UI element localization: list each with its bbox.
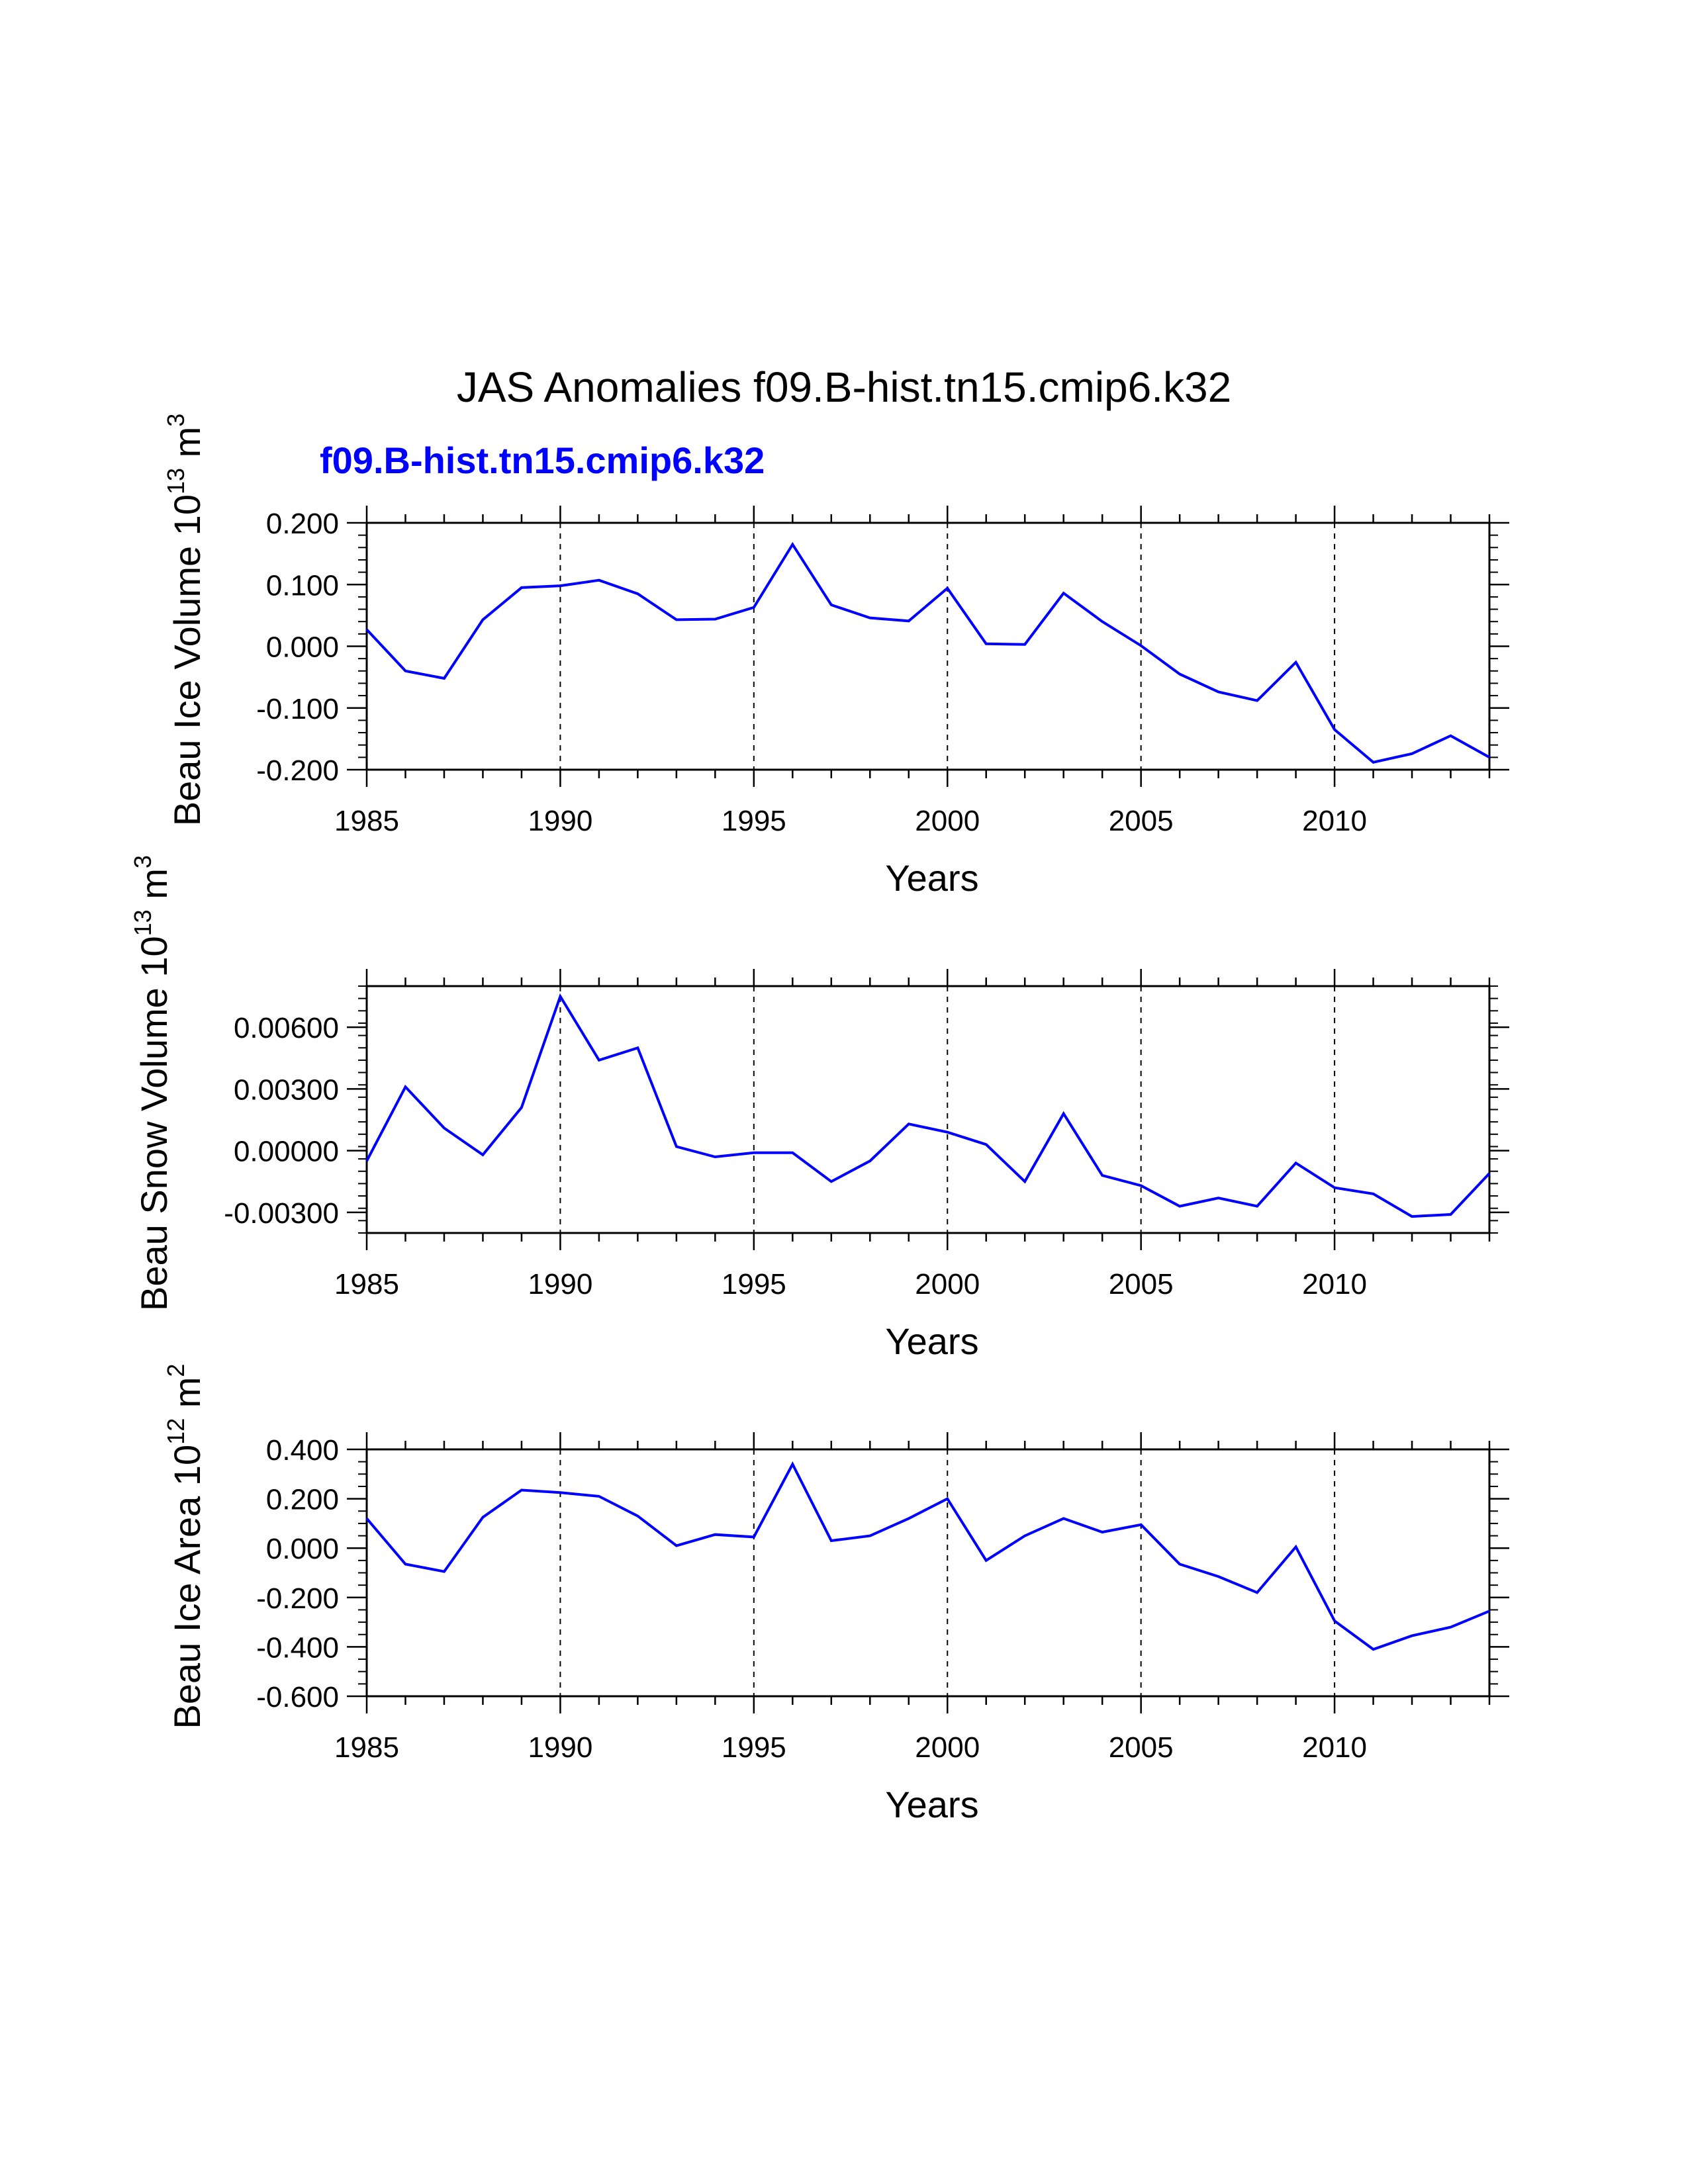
x-tick-label: 2005 <box>1109 1268 1174 1300</box>
x-tick-label: 1990 <box>528 1731 592 1764</box>
x-tick-label: 2005 <box>1109 805 1174 837</box>
y-tick-label: -0.200 <box>256 754 339 787</box>
x-tick-label: 1985 <box>334 805 399 837</box>
y-tick-label: -0.100 <box>256 693 339 725</box>
panel-2: -0.00300 0.00000 0.00300 0.00600 1985 1990 199… <box>129 855 1509 1362</box>
y-tick-label: -0.200 <box>256 1582 339 1615</box>
x-tick-label: 1995 <box>722 1268 786 1300</box>
y-tick-label: -0.400 <box>256 1631 339 1664</box>
plot-frame <box>365 985 1491 1234</box>
y-axis-label: Beau Ice Volume 1013 m3 <box>162 414 208 827</box>
y-tick-label: -0.600 <box>256 1681 339 1713</box>
x-tick-label: 2010 <box>1302 805 1367 837</box>
y-axis-label: Beau Snow Volume 1013 m3 <box>129 855 175 1311</box>
series-line <box>365 1461 1490 1651</box>
y-tick-label: 0.000 <box>266 631 339 664</box>
x-tick-label: 1990 <box>528 805 592 837</box>
y-tick-label: 0.100 <box>266 569 339 602</box>
x-tick-label: 1985 <box>334 1731 399 1764</box>
x-axis-label: Years <box>885 1320 978 1362</box>
plot-frame <box>365 522 1491 771</box>
y-tick-label: 0.00000 <box>234 1136 339 1168</box>
panel-1: -0.200 -0.100 0.000 0.100 0.200 1985 1990 1995 2… <box>162 414 1509 899</box>
series-line <box>365 541 1490 764</box>
plot-frame <box>365 1448 1491 1698</box>
y-tick-label: 0.200 <box>266 508 339 540</box>
x-tick-label: 2000 <box>915 1268 980 1300</box>
y-tick-label: 0.200 <box>266 1484 339 1516</box>
x-tick-label: 2000 <box>915 1731 980 1764</box>
y-tick-label: -0.00300 <box>224 1197 339 1230</box>
y-axis-label: Beau Ice Area 1012 m2 <box>162 1364 208 1729</box>
x-tick-label: 2000 <box>915 805 980 837</box>
y-tick-label: 0.00300 <box>234 1073 339 1106</box>
series-label: f09.B-hist.tn15.cmip6.k32 <box>320 439 765 481</box>
x-tick-label: 2005 <box>1109 1731 1174 1764</box>
x-axis-label: Years <box>885 857 978 899</box>
figure-title: JAS Anomalies f09.B-hist.tn15.cmip6.k32 <box>456 363 1232 411</box>
series-line <box>365 993 1491 1218</box>
y-tick-label: 0.000 <box>266 1533 339 1565</box>
x-tick-label: 2010 <box>1302 1268 1367 1300</box>
y-tick-label: 0.400 <box>266 1434 339 1467</box>
x-tick-label: 2010 <box>1302 1731 1367 1764</box>
x-tick-label: 1990 <box>528 1268 592 1300</box>
panel-3: -0.600 -0.400 -0.200 0.000 0.200 0.400 1985 199… <box>162 1364 1509 1825</box>
x-axis-label: Years <box>885 1784 978 1825</box>
x-tick-label: 1995 <box>722 1731 786 1764</box>
x-tick-label: 1995 <box>722 805 786 837</box>
y-tick-label: 0.00600 <box>234 1012 339 1044</box>
x-tick-label: 1985 <box>334 1268 399 1300</box>
